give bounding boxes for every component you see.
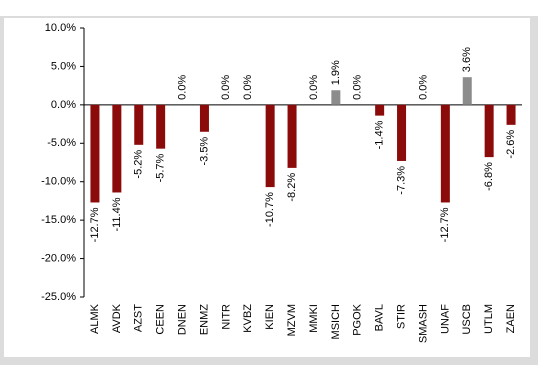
x-tick-label: UNAF xyxy=(439,304,451,334)
x-tick-label: ENMZ xyxy=(198,304,210,335)
y-tick-label: -15.0% xyxy=(41,214,76,226)
value-label: -5.7% xyxy=(155,153,167,182)
x-tick-label: USCB xyxy=(461,304,473,335)
x-tick-label: ALMK xyxy=(89,303,101,334)
x-tick-label: MMKI xyxy=(308,304,320,333)
y-tick-label: -25.0% xyxy=(41,291,76,303)
bar xyxy=(484,104,494,158)
value-label: 0.0% xyxy=(176,75,188,100)
value-label: 0.0% xyxy=(242,75,254,100)
value-label: -10.7% xyxy=(264,192,276,227)
bar xyxy=(199,104,209,132)
value-label: 0.0% xyxy=(417,75,429,100)
x-tick-label: BAVL xyxy=(374,304,386,331)
x-tick-label: NITR xyxy=(220,304,232,330)
bar xyxy=(134,104,144,145)
x-tick-label: SMASH xyxy=(417,304,429,343)
value-label: 3.6% xyxy=(461,47,473,72)
value-label: -5.2% xyxy=(133,150,145,179)
y-tick-label: -20.0% xyxy=(41,252,76,264)
value-label: -12.7% xyxy=(89,207,101,242)
value-label: -1.4% xyxy=(374,120,386,149)
value-label: 1.9% xyxy=(330,60,342,85)
value-label: -3.5% xyxy=(198,137,210,166)
value-label: 0.0% xyxy=(308,75,320,100)
bar xyxy=(331,90,341,105)
y-tick-label: -5.0% xyxy=(47,137,76,149)
x-tick-label: AVDK xyxy=(111,303,123,333)
value-label: -8.2% xyxy=(286,173,298,202)
x-tick-label: MSICH xyxy=(330,304,342,340)
y-tick-label: 5.0% xyxy=(51,60,76,72)
bar xyxy=(397,104,407,161)
bar xyxy=(462,77,472,105)
value-label: 0.0% xyxy=(220,75,232,100)
value-label: -11.4% xyxy=(111,197,123,231)
y-tick-label: 10.0% xyxy=(45,22,76,34)
bar xyxy=(440,104,450,203)
value-label: -7.3% xyxy=(395,166,407,195)
x-tick-label: MZVM xyxy=(286,304,298,336)
value-label: -12.7% xyxy=(439,207,451,242)
x-tick-label: DNEN xyxy=(176,304,188,335)
bar xyxy=(375,104,385,116)
x-tick-label: CEEN xyxy=(155,304,167,335)
y-tick-label: 0.0% xyxy=(51,99,76,111)
bar xyxy=(112,104,122,193)
x-tick-label: ZAEN xyxy=(505,304,517,333)
bar xyxy=(287,104,297,168)
x-tick-label: KVBZ xyxy=(242,304,254,333)
bar xyxy=(265,104,275,188)
value-label: -2.6% xyxy=(505,130,517,159)
x-tick-label: STIR xyxy=(395,304,407,329)
x-tick-label: PGOK xyxy=(352,303,364,335)
bar xyxy=(506,104,516,125)
x-tick-label: AZST xyxy=(133,304,145,332)
x-tick-label: KIEN xyxy=(264,304,276,330)
value-label: 0.0% xyxy=(352,75,364,100)
y-tick-label: -10.0% xyxy=(41,176,76,188)
x-tick-label: UTLM xyxy=(483,304,495,334)
bar xyxy=(156,104,166,149)
bar xyxy=(90,104,100,203)
value-label: -6.8% xyxy=(483,162,495,191)
